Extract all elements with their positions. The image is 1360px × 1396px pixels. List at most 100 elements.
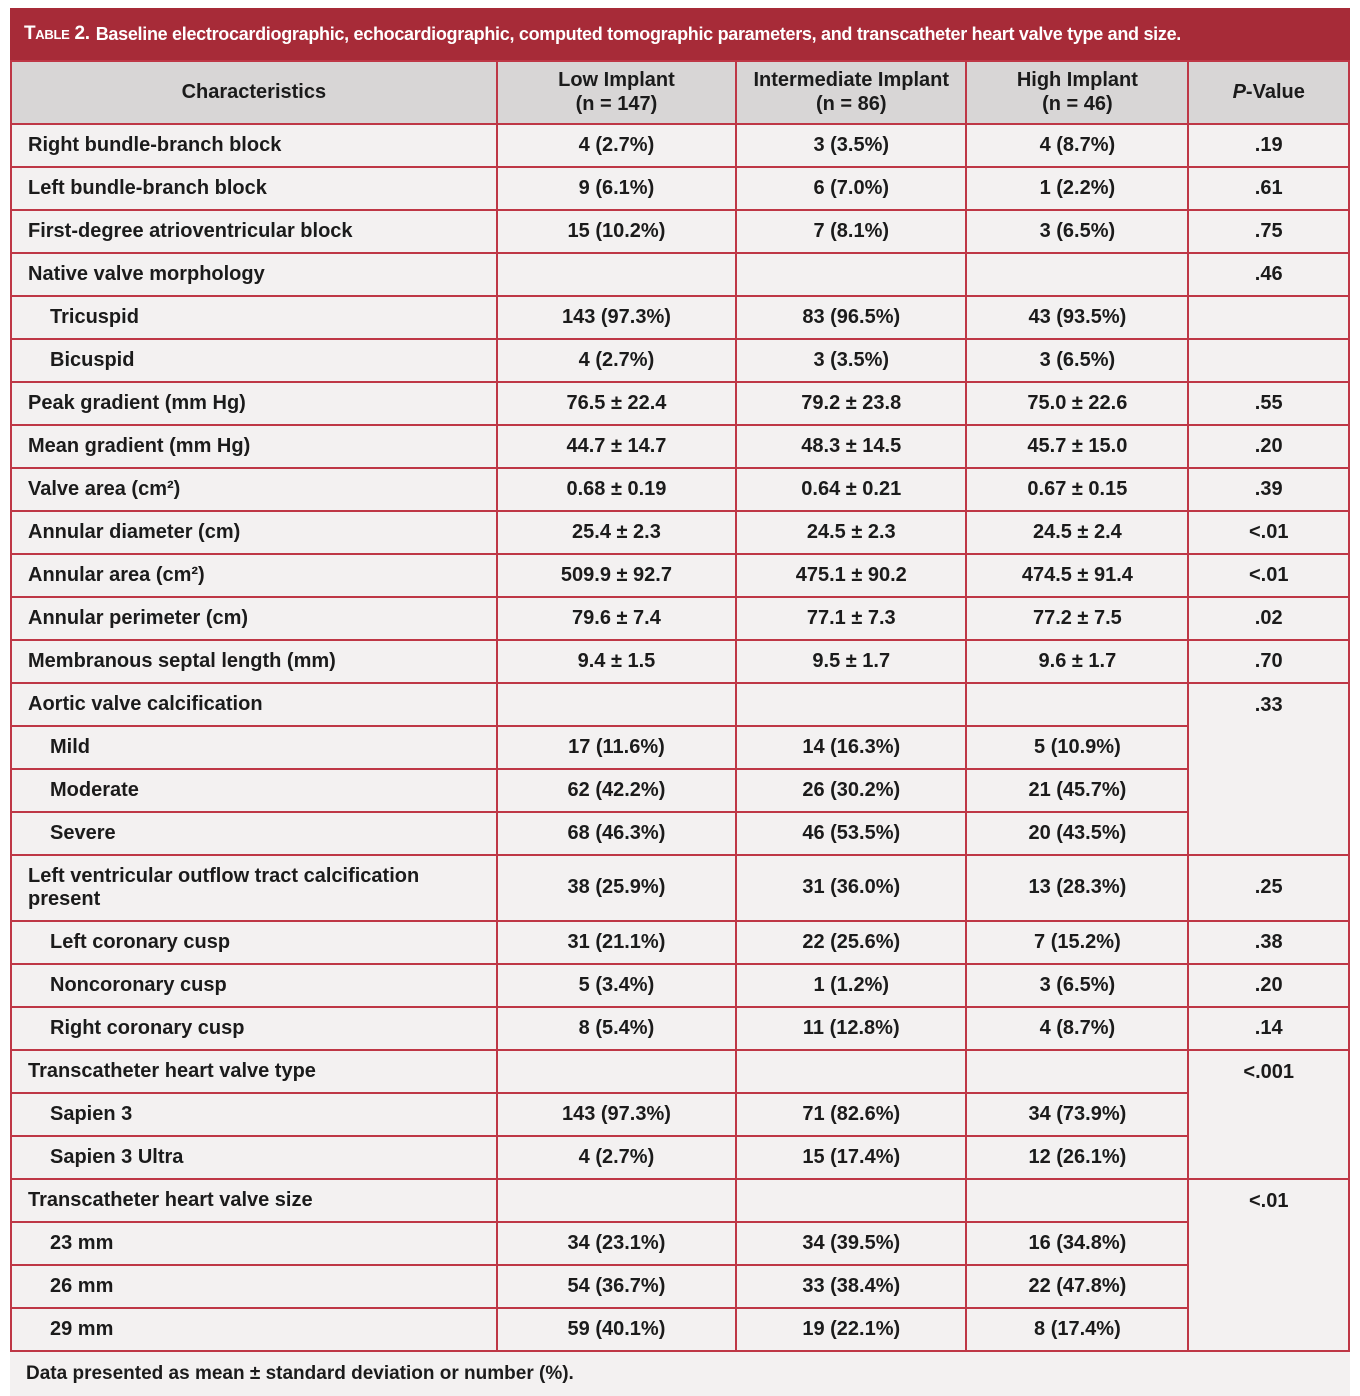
column-header-intermediate-implant-name: Intermediate Implant <box>753 69 950 91</box>
cell-value: 77.2 ± 7.5 <box>965 595 1190 641</box>
table-row: Peak gradient (mm Hg) 76.5 ± 22.4 79.2 ± 2… <box>10 380 1350 426</box>
cell-value: 48.3 ± 14.5 <box>735 423 968 469</box>
cell-value: 5 (10.9%) <box>965 724 1190 770</box>
cell-characteristic: Mild <box>10 724 498 770</box>
column-header-high-implant-n: (n = 46) <box>1042 93 1113 116</box>
cell-value: 22 (47.8%) <box>965 1263 1190 1309</box>
cell-value: 9.4 ± 1.5 <box>495 638 738 684</box>
cell-p-value <box>1187 294 1350 340</box>
cell-p-value: <.001 <box>1187 1048 1350 1180</box>
cell-value: 76.5 ± 22.4 <box>495 380 738 426</box>
cell-p-value: .75 <box>1187 208 1350 254</box>
cell-value: 9 (6.1%) <box>495 165 738 211</box>
cell-characteristic: Left coronary cusp <box>10 919 498 965</box>
cell-p-value: .55 <box>1187 380 1350 426</box>
cell-characteristic: Annular area (cm²) <box>10 552 498 598</box>
cell-value: 5 (3.4%) <box>495 962 738 1008</box>
column-header-p-value-rest: -Value <box>1245 81 1305 104</box>
cell-characteristic: 23 mm <box>10 1220 498 1266</box>
cell-characteristic: Left bundle-branch block <box>10 165 498 211</box>
cell-p-value: .61 <box>1187 165 1350 211</box>
cell-p-value <box>1187 337 1350 383</box>
cell-value: 474.5 ± 91.4 <box>965 552 1190 598</box>
table-row: Transcatheter heart valve type <.001 <box>10 1048 1350 1180</box>
cell-value <box>965 681 1190 727</box>
cell-value <box>965 1177 1190 1223</box>
table-footnote: Data presented as mean ± standard deviat… <box>10 1351 1350 1396</box>
cell-value: 4 (2.7%) <box>495 337 738 383</box>
cell-characteristic: Sapien 3 <box>10 1091 498 1137</box>
cell-value: 71 (82.6%) <box>735 1091 968 1137</box>
cell-value: 475.1 ± 90.2 <box>735 552 968 598</box>
table-row: Moderate 62 (42.2%) 26 (30.2%) 21 (45.7%) <box>10 767 1349 813</box>
cell-value: 17 (11.6%) <box>495 724 738 770</box>
cell-value: 54 (36.7%) <box>495 1263 738 1309</box>
cell-value: 9.6 ± 1.7 <box>965 638 1190 684</box>
cell-value: 1 (2.2%) <box>965 165 1190 211</box>
table-row: 23 mm 34 (23.1%) 34 (39.5%) 16 (34.8%) <box>10 1220 1349 1266</box>
cell-characteristic: Moderate <box>10 767 498 813</box>
cell-characteristic: Bicuspid <box>10 337 498 383</box>
cell-value <box>495 1177 738 1223</box>
cell-p-value: .33 <box>1187 681 1350 856</box>
cell-value: 4 (2.7%) <box>495 1134 738 1180</box>
cell-value: 43 (93.5%) <box>965 294 1190 340</box>
cell-value: 143 (97.3%) <box>495 294 738 340</box>
table-row: 29 mm 59 (40.1%) 19 (22.1%) 8 (17.4%) <box>10 1306 1349 1352</box>
cell-characteristic: Noncoronary cusp <box>10 962 498 1008</box>
table-row: Left coronary cusp 31 (21.1%) 22 (25.6%) 7 … <box>10 919 1350 965</box>
cell-characteristic: Sapien 3 Ultra <box>10 1134 498 1180</box>
cell-value: 75.0 ± 22.6 <box>965 380 1190 426</box>
cell-value: 3 (6.5%) <box>965 208 1190 254</box>
cell-value <box>735 1048 968 1094</box>
cell-value: 45.7 ± 15.0 <box>965 423 1190 469</box>
table-row: Annular perimeter (cm) 79.6 ± 7.4 77.1 ± 7… <box>10 595 1350 641</box>
cell-characteristic: Annular perimeter (cm) <box>10 595 498 641</box>
cell-value: 77.1 ± 7.3 <box>735 595 968 641</box>
cell-value: 34 (23.1%) <box>495 1220 738 1266</box>
column-header-p-value: P-Value <box>1187 60 1350 125</box>
table-row: Sapien 3 Ultra 4 (2.7%) 15 (17.4%) 12 (26.1… <box>10 1134 1349 1180</box>
column-header-high-implant-name: High Implant <box>1016 69 1138 91</box>
column-header-p-value-italic: P <box>1232 81 1246 104</box>
cell-value: 44.7 ± 14.7 <box>495 423 738 469</box>
table-row: Native valve morphology .46 <box>10 251 1350 297</box>
cell-value: 12 (26.1%) <box>965 1134 1190 1180</box>
table-title-bar: Table 2. Baseline electrocardiographic, … <box>10 8 1350 60</box>
cell-p-value: .25 <box>1187 853 1350 922</box>
cell-p-value: .02 <box>1187 595 1350 641</box>
column-header-low-implant-name: Low Implant <box>558 69 675 91</box>
cell-characteristic: Right bundle-branch block <box>10 122 498 168</box>
table-row: First-degree atrioventricular block 15 (1… <box>10 208 1350 254</box>
cell-p-value: <.01 <box>1187 509 1350 555</box>
cell-p-value: .20 <box>1187 423 1350 469</box>
cell-value: 0.64 ± 0.21 <box>735 466 968 512</box>
table-row: Left bundle-branch block 9 (6.1%) 6 (7.0%)… <box>10 165 1350 211</box>
cell-characteristic: First-degree atrioventricular block <box>10 208 498 254</box>
cell-value: 38 (25.9%) <box>495 853 738 922</box>
cell-value: 0.67 ± 0.15 <box>965 466 1190 512</box>
table-row: Annular area (cm²) 509.9 ± 92.7 475.1 ± 90… <box>10 552 1350 598</box>
column-header-intermediate-implant: Intermediate Implant (n = 86) <box>735 60 968 125</box>
cell-value <box>735 251 968 297</box>
cell-p-value: .70 <box>1187 638 1350 684</box>
cell-p-value: .39 <box>1187 466 1350 512</box>
cell-characteristic: Left ventricular outflow tract calcifica… <box>10 853 498 922</box>
cell-value: 25.4 ± 2.3 <box>495 509 738 555</box>
cell-p-value: .19 <box>1187 122 1350 168</box>
cell-value: 83 (96.5%) <box>735 294 968 340</box>
cell-characteristic: Native valve morphology <box>10 251 498 297</box>
table-row: Left ventricular outflow tract calcifica… <box>10 853 1350 922</box>
column-header-low-implant: Low Implant (n = 147) <box>495 60 738 125</box>
cell-p-value: <.01 <box>1187 552 1350 598</box>
cell-p-value: .46 <box>1187 251 1350 297</box>
cell-value: 62 (42.2%) <box>495 767 738 813</box>
table-header: Characteristics Low Implant (n = 147) In… <box>10 60 1350 125</box>
column-header-intermediate-implant-n: (n = 86) <box>815 93 887 116</box>
cell-value: 24.5 ± 2.4 <box>965 509 1190 555</box>
column-header-low-implant-n: (n = 147) <box>575 93 658 116</box>
cell-characteristic: Peak gradient (mm Hg) <box>10 380 498 426</box>
cell-value <box>965 1048 1190 1094</box>
cell-characteristic: Annular diameter (cm) <box>10 509 498 555</box>
